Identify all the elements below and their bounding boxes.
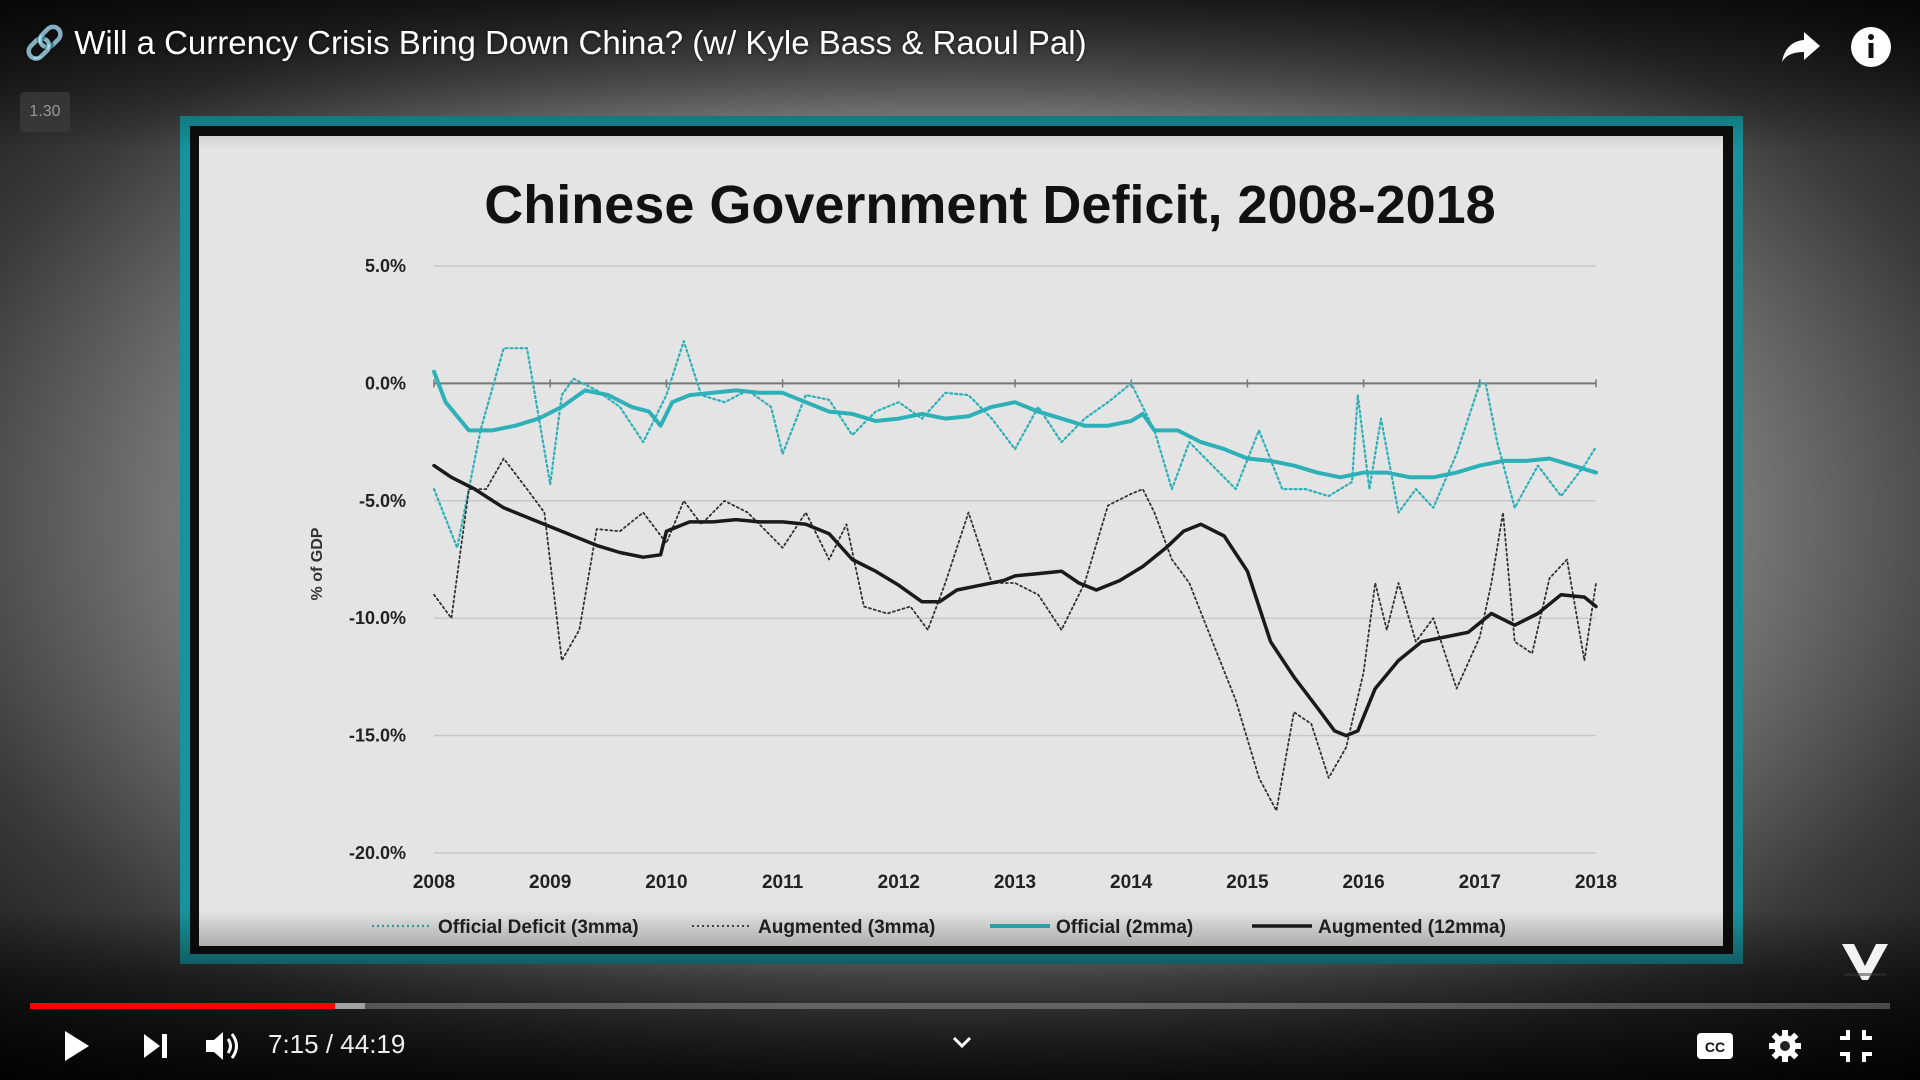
series-line-augmented-3mma	[433, 457, 1597, 812]
svg-text:CC: CC	[1705, 1039, 1725, 1055]
video-title[interactable]: 🔗 Will a Currency Crisis Bring Down Chin…	[24, 24, 1087, 61]
duration: 44:19	[340, 1029, 406, 1059]
y-tick-label: -15.0%	[349, 726, 406, 746]
time-display: 7:15 / 44:19	[268, 1029, 405, 1060]
series-line-augmented-12mma	[432, 463, 1598, 738]
series-line-official-deficit-3mma	[432, 340, 1598, 549]
gear-icon[interactable]	[1767, 1028, 1803, 1064]
gridlines	[433, 265, 1597, 854]
progress-bar[interactable]	[30, 1003, 1890, 1009]
real-vision-watermark-logo	[1838, 940, 1892, 984]
x-tick-label: 2018	[1575, 872, 1617, 893]
info-icon[interactable]	[1848, 24, 1894, 70]
exit-fullscreen-icon[interactable]	[1838, 1028, 1874, 1064]
y-tick-labels: 5.0% 0.0% -5.0% -10.0% -15.0% -20.0%	[349, 256, 406, 863]
top-gradient	[0, 0, 1920, 150]
x-tick-label: 2012	[878, 872, 920, 893]
chart-title: Chinese Government Deficit, 2008-2018	[484, 175, 1495, 235]
x-tick-labels: 2008 2009 2010 2011 2012 2013 2014 2015 2016 2017…	[413, 872, 1617, 893]
play-icon[interactable]	[58, 1028, 94, 1064]
closed-captions-icon[interactable]: CC	[1696, 1030, 1734, 1062]
chevron-down-icon[interactable]	[950, 1032, 974, 1052]
x-tick-label: 2010	[645, 872, 687, 893]
y-tick-label: 5.0%	[365, 256, 406, 276]
x-tick-label: 2016	[1342, 872, 1384, 893]
bottom-gradient	[0, 910, 1920, 1080]
playback-speed-badge: 1.30	[20, 92, 70, 132]
y-tick-label: -20.0%	[349, 843, 406, 863]
x-tick-label: 2009	[529, 872, 571, 893]
x-tick-label: 2017	[1459, 872, 1501, 893]
y-tick-label: -5.0%	[359, 491, 406, 511]
series-line-official-2mma	[432, 369, 1598, 480]
x-tick-label: 2013	[994, 872, 1036, 893]
y-axis-label: % of GDP	[309, 527, 326, 600]
time-separator: /	[318, 1029, 341, 1059]
x-tick-label: 2011	[762, 872, 804, 893]
x-tick-label: 2015	[1226, 872, 1269, 893]
x-tick-label: 2008	[413, 872, 455, 893]
series-lines	[432, 340, 1598, 812]
x-tick-label: 2014	[1110, 872, 1153, 893]
chart-board-paper	[199, 136, 1723, 946]
progress-played	[30, 1003, 336, 1009]
share-arrow-icon[interactable]	[1778, 24, 1824, 70]
y-tick-label: 0.0%	[365, 373, 406, 393]
skip-next-icon[interactable]	[140, 1030, 172, 1062]
y-tick-label: -10.0%	[349, 608, 406, 628]
volume-icon[interactable]	[203, 1027, 243, 1065]
current-time: 7:15	[268, 1029, 319, 1059]
